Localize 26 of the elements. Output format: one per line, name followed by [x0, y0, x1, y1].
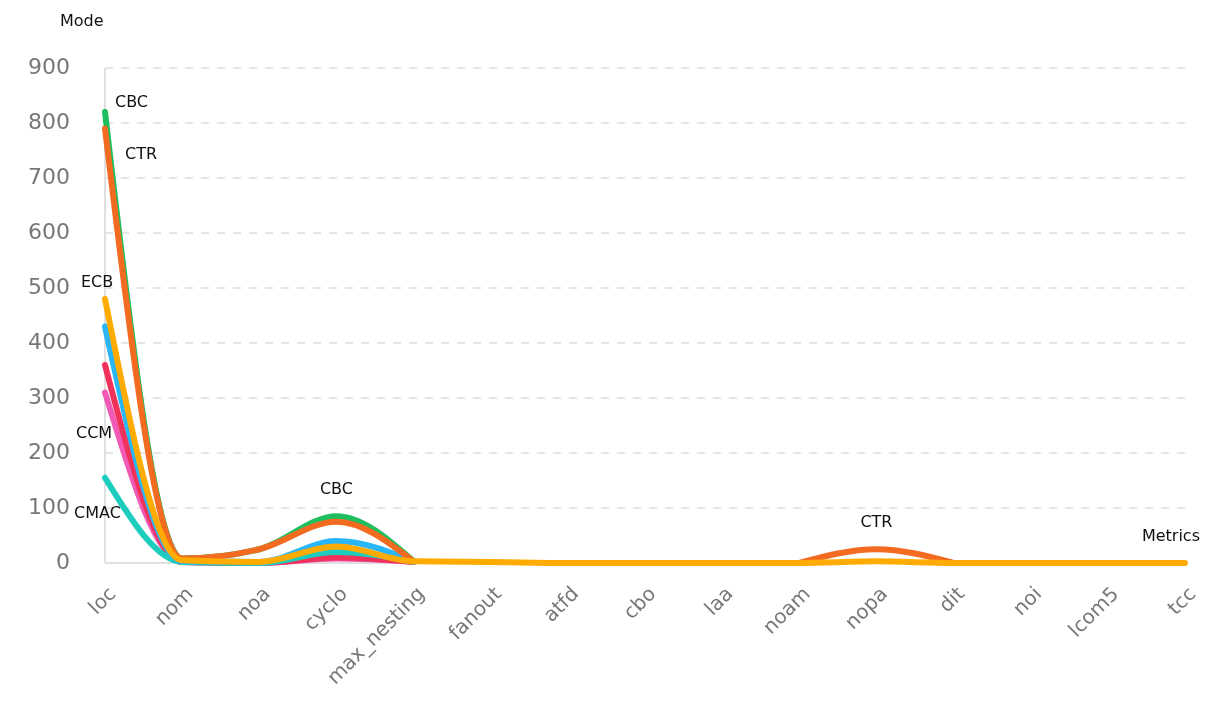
series-label: CBC	[115, 92, 149, 111]
y-tick-label: 900	[28, 54, 70, 79]
y-tick-label: 800	[28, 109, 70, 134]
y-tick-label: 100	[28, 494, 70, 519]
x-tick-label: noi	[1007, 581, 1047, 620]
y-tick-label: 0	[56, 549, 70, 574]
x-tick-label: dit	[933, 581, 970, 617]
series-label: ECB	[81, 272, 114, 291]
y-tick-label: 600	[28, 219, 70, 244]
y-tick-label: 200	[28, 439, 70, 464]
x-tick-label: tcc	[1162, 581, 1201, 620]
series-label: CCM	[76, 422, 113, 442]
y-tick-label: 300	[28, 384, 70, 409]
annotation: CTR	[860, 512, 893, 532]
series-label: CTR	[125, 143, 158, 163]
x-axis-title: Metrics	[1141, 526, 1200, 545]
x-tick-label: cbo	[618, 581, 661, 624]
y-tick-label: 500	[28, 274, 70, 299]
y-axis-title: Mode	[60, 11, 104, 30]
y-tick-label: 700	[28, 164, 70, 189]
x-tick-label: noa	[231, 581, 275, 625]
annotation: CBC	[319, 479, 353, 499]
series-label: CMAC	[74, 502, 121, 522]
x-tick-label: loc	[83, 581, 121, 619]
x-tick-label: laa	[699, 581, 738, 620]
y-tick-label: 400	[28, 329, 70, 354]
